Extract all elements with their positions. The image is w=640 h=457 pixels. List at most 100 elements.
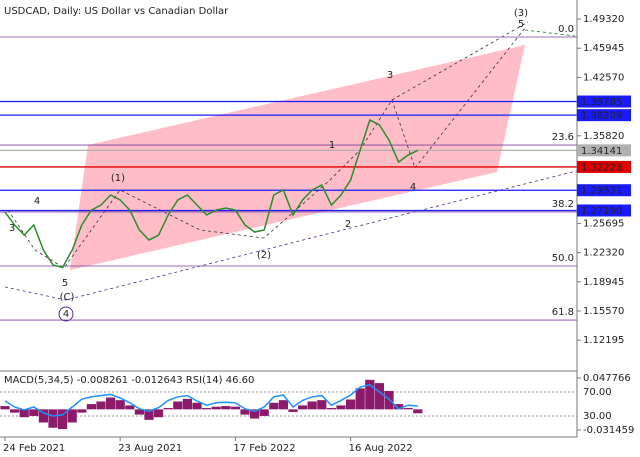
- price-level-label: 1.27190: [581, 206, 622, 217]
- x-tick-label: 16 Aug 2022: [349, 443, 413, 454]
- fib-level-label: 0.0: [558, 24, 574, 35]
- macd-bar: [163, 408, 173, 410]
- wave-label: 5: [62, 278, 68, 289]
- macd-bar: [86, 404, 96, 410]
- macd-bar: [374, 383, 384, 410]
- macd-bar: [173, 401, 183, 410]
- y-tick-label: 1.25695: [583, 218, 624, 229]
- wave-label: 3: [9, 223, 15, 234]
- macd-bar: [211, 406, 221, 410]
- macd-bar: [144, 409, 154, 420]
- macd-bar: [307, 401, 317, 410]
- macd-bar: [230, 406, 240, 410]
- wave-projection: [4, 169, 581, 301]
- price-level-box: [577, 95, 631, 108]
- macd-bar: [134, 409, 144, 415]
- macd-bar: [355, 388, 365, 410]
- y-tick-label: 1.18945: [583, 277, 624, 288]
- macd-bar: [182, 398, 192, 410]
- y-tick-label: 1.42570: [583, 72, 624, 83]
- indicator-label: MACD(5,34,5) -0.008261 -0.012643 RSI(14)…: [4, 375, 254, 386]
- price-level-label: 1.32223: [581, 162, 622, 173]
- indicator-tick-label: 0.047766: [583, 373, 631, 384]
- rsi-tick-label: 30.00: [583, 411, 612, 422]
- macd-bar: [48, 409, 58, 428]
- rsi-tick-label: 70.00: [583, 387, 612, 398]
- wave-label: 1: [329, 140, 335, 151]
- macd-bar: [259, 409, 269, 416]
- macd-bar: [106, 397, 116, 410]
- price-level-label: 1.29531: [581, 186, 622, 197]
- wave-label: 2: [345, 219, 351, 230]
- wave-circle: [58, 306, 74, 322]
- macd-bar: [154, 409, 164, 418]
- x-tick-label: 17 Feb 2022: [233, 443, 295, 454]
- macd-bar: [278, 400, 288, 410]
- wave-label: 4: [410, 182, 416, 193]
- wave-projection: [391, 21, 529, 101]
- chart-title: USDCAD, Daily: US Dollar vs Canadian Dol…: [4, 6, 229, 17]
- y-tick-label: 1.22320: [583, 248, 624, 259]
- macd-bar: [403, 408, 413, 410]
- macd-bar: [298, 405, 308, 410]
- rsi-line: [4, 383, 418, 417]
- macd-bar: [317, 400, 327, 410]
- macd-bar: [67, 409, 77, 423]
- fib-level-label: 61.8: [552, 307, 574, 318]
- macd-bar: [10, 409, 20, 413]
- price-level-label: 1.39785: [581, 97, 622, 108]
- macd-bar: [250, 409, 260, 419]
- macd-bar: [192, 402, 202, 410]
- macd-bar: [269, 402, 279, 410]
- macd-bar: [365, 379, 375, 410]
- y-tick-label: 1.49320: [583, 14, 624, 25]
- macd-bar: [413, 409, 423, 414]
- macd-bar: [29, 409, 39, 416]
- price-level-label: 1.34141: [581, 146, 622, 157]
- wave-projection: [7, 27, 526, 269]
- macd-bar: [202, 408, 212, 410]
- indicator-tick-label: -0.031459: [583, 425, 634, 436]
- y-tick-label: 1.45945: [583, 43, 624, 54]
- macd-bar: [394, 404, 404, 410]
- price-level-box: [577, 109, 631, 122]
- macd-bar: [77, 409, 87, 413]
- wave-label: (1): [111, 173, 125, 184]
- wave-label: 4: [63, 309, 69, 320]
- y-tick-label: 1.15570: [583, 306, 624, 317]
- macd-bar: [125, 405, 135, 410]
- wave-label: (3): [514, 8, 528, 19]
- macd-bar: [19, 409, 29, 418]
- macd-bar: [115, 400, 125, 410]
- price-level-label: 1.38209: [581, 111, 622, 122]
- macd-bar: [221, 406, 231, 410]
- x-tick-label: 23 Aug 2021: [118, 443, 182, 454]
- wave-label: 5: [518, 19, 524, 30]
- y-tick-label: 1.12195: [583, 335, 624, 346]
- macd-bar: [336, 405, 346, 410]
- fib-level-label: 38.2: [552, 199, 574, 210]
- price-level-box: [577, 204, 631, 217]
- price-line: [4, 118, 419, 269]
- macd-bar: [96, 401, 106, 410]
- price-level-box: [577, 184, 631, 197]
- wave-projection: [524, 29, 576, 37]
- wave-label: (C): [60, 292, 75, 303]
- price-level-box: [577, 144, 631, 157]
- fib-level-label: 50.0: [552, 253, 574, 264]
- wave-label: 4: [34, 196, 40, 207]
- wave-label: 3: [387, 70, 393, 81]
- macd-bar: [346, 399, 356, 410]
- wave-label: (2): [257, 250, 271, 261]
- macd-bar: [58, 409, 68, 430]
- macd-bar: [240, 409, 250, 415]
- macd-bar: [288, 409, 298, 412]
- macd-bar: [326, 408, 336, 410]
- price-level-box: [577, 160, 631, 173]
- macd-bar: [0, 406, 10, 410]
- y-tick-label: 1.35820: [583, 131, 624, 142]
- fib-level-label: 23.6: [552, 132, 574, 143]
- x-tick-label: 24 Feb 2021: [3, 443, 65, 454]
